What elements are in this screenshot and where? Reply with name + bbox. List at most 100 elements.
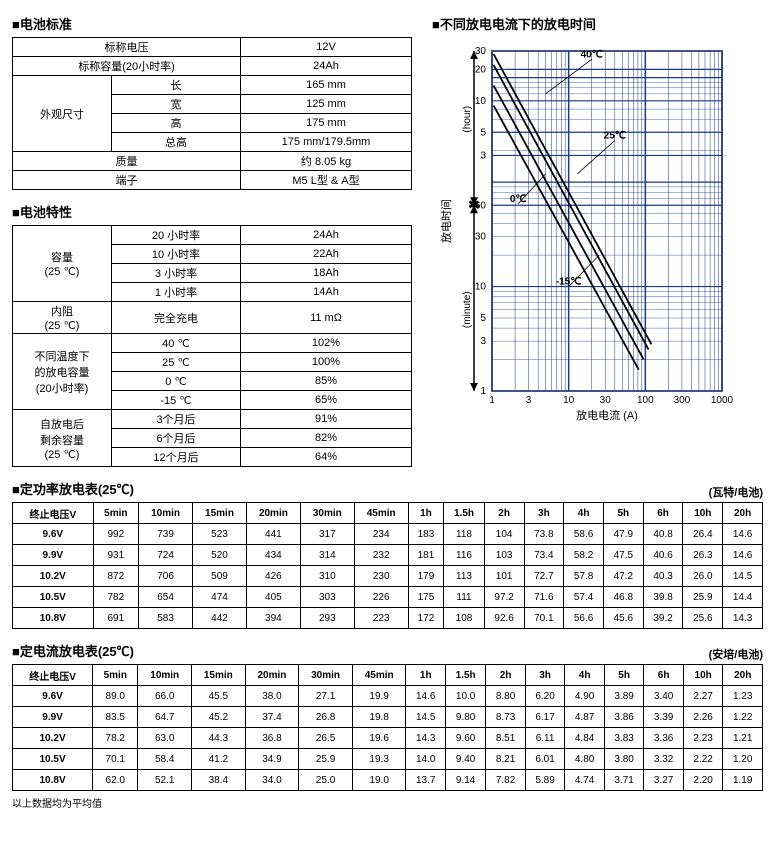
col-header: 20h — [723, 503, 763, 524]
cell: 34.0 — [245, 770, 299, 791]
cell: 26.3 — [683, 545, 723, 566]
c3: 18Ah — [241, 264, 412, 283]
cell: 2.20 — [683, 770, 723, 791]
svg-text:放电电流 (A): 放电电流 (A) — [576, 408, 638, 422]
cell: 47.5 — [603, 545, 643, 566]
cell: 1.21 — [723, 728, 763, 749]
std-w: 125 mm — [241, 95, 412, 114]
cell: 40.3 — [643, 566, 683, 587]
row-voltage: 10.8V — [13, 770, 93, 791]
cell: 181 — [408, 545, 444, 566]
cell: 3.27 — [644, 770, 684, 791]
ir-cond: 完全充电 — [112, 302, 241, 334]
table-row: 10.2V87270650942631023017911310172.757.8… — [13, 566, 763, 587]
tm15: 65% — [241, 391, 412, 410]
cell: 175 — [408, 587, 444, 608]
cell: 1.22 — [723, 707, 763, 728]
std-nv-label: 标称电压 — [13, 38, 241, 57]
row-voltage: 10.5V — [13, 587, 94, 608]
std-mass-label: 质量 — [13, 152, 241, 171]
cell: 9.80 — [445, 707, 485, 728]
std-table: 标称电压 12V 标称容量(20小时率) 24Ah 外观尺寸 长 165 mm … — [12, 37, 412, 190]
cell: 39.2 — [643, 608, 683, 629]
std-term-label: 端子 — [13, 171, 241, 190]
cell: 44.3 — [192, 728, 246, 749]
discharge-chart: 1310301003001000放电电流 (A)1351030603510203… — [432, 41, 763, 441]
cell: 19.6 — [352, 728, 406, 749]
col-header: 20min — [246, 503, 300, 524]
cell: 14.3 — [406, 728, 446, 749]
std-w-label: 宽 — [112, 95, 241, 114]
cell: 234 — [354, 524, 408, 545]
cell: 523 — [193, 524, 247, 545]
svg-text:30: 30 — [475, 46, 487, 57]
std-nc-label: 标称容量(20小时率) — [13, 57, 241, 76]
cell: 41.2 — [192, 749, 246, 770]
cell: 27.1 — [299, 686, 353, 707]
std-nv: 12V — [241, 38, 412, 57]
cell: 3.40 — [644, 686, 684, 707]
cell: 26.4 — [683, 524, 723, 545]
cell: 14.0 — [406, 749, 446, 770]
cell: 111 — [444, 587, 485, 608]
col-header: 10min — [138, 665, 192, 686]
svg-text:30: 30 — [600, 395, 612, 406]
row-voltage: 10.2V — [13, 728, 93, 749]
cell: 26.5 — [299, 728, 353, 749]
footnote: 以上数据均为平均值 — [12, 795, 763, 810]
cell: 739 — [139, 524, 193, 545]
cell: 39.8 — [643, 587, 683, 608]
row-voltage: 10.2V — [13, 566, 94, 587]
t25: 100% — [241, 353, 412, 372]
svg-text:40℃: 40℃ — [581, 49, 603, 60]
cell: 474 — [193, 587, 247, 608]
col-header: 30min — [300, 503, 354, 524]
cell: 230 — [354, 566, 408, 587]
cell: 118 — [444, 524, 485, 545]
cell: 14.6 — [723, 545, 763, 566]
cell: 434 — [246, 545, 300, 566]
cell: 8.73 — [486, 707, 526, 728]
row-voltage: 10.8V — [13, 608, 94, 629]
cell: 38.4 — [192, 770, 246, 791]
col-header: 10h — [683, 503, 723, 524]
current-title: ■定电流放电表(25℃) — [12, 641, 134, 660]
cell: 70.1 — [93, 749, 138, 770]
cell: 57.4 — [564, 587, 604, 608]
cell: 26.8 — [299, 707, 353, 728]
cell: 654 — [139, 587, 193, 608]
cell: 40.8 — [643, 524, 683, 545]
row-voltage: 9.9V — [13, 707, 93, 728]
cell: 113 — [444, 566, 485, 587]
cell: 10.0 — [445, 686, 485, 707]
col-header: 1.5h — [445, 665, 485, 686]
col-header: 5h — [604, 665, 644, 686]
t0-label: 0 ℃ — [112, 372, 241, 391]
m12-label: 12个月后 — [112, 448, 241, 467]
t0: 85% — [241, 372, 412, 391]
cell: 8.21 — [486, 749, 526, 770]
cell: 13.7 — [406, 770, 446, 791]
col-header: 20h — [723, 665, 763, 686]
row-voltage: 9.6V — [13, 524, 94, 545]
cell: 46.8 — [603, 587, 643, 608]
t25-label: 25 ℃ — [112, 353, 241, 372]
ir-label: 内阻 (25 ℃) — [13, 302, 112, 334]
col-header: 20min — [245, 665, 299, 686]
cell: 724 — [139, 545, 193, 566]
col-header: 4h — [564, 503, 604, 524]
cell: 394 — [246, 608, 300, 629]
cell: 4.84 — [565, 728, 605, 749]
cell: 293 — [300, 608, 354, 629]
col-header: 6h — [643, 503, 683, 524]
table-row: 10.8V62.052.138.434.025.019.013.79.147.8… — [13, 770, 763, 791]
cell: 64.7 — [138, 707, 192, 728]
cell: 47.2 — [603, 566, 643, 587]
cell: 52.1 — [138, 770, 192, 791]
svg-text:25℃: 25℃ — [604, 131, 626, 142]
cell: 45.5 — [192, 686, 246, 707]
t40: 102% — [241, 334, 412, 353]
cell: 3.86 — [604, 707, 644, 728]
std-mass: 约 8.05 kg — [241, 152, 412, 171]
cell: 83.5 — [93, 707, 138, 728]
